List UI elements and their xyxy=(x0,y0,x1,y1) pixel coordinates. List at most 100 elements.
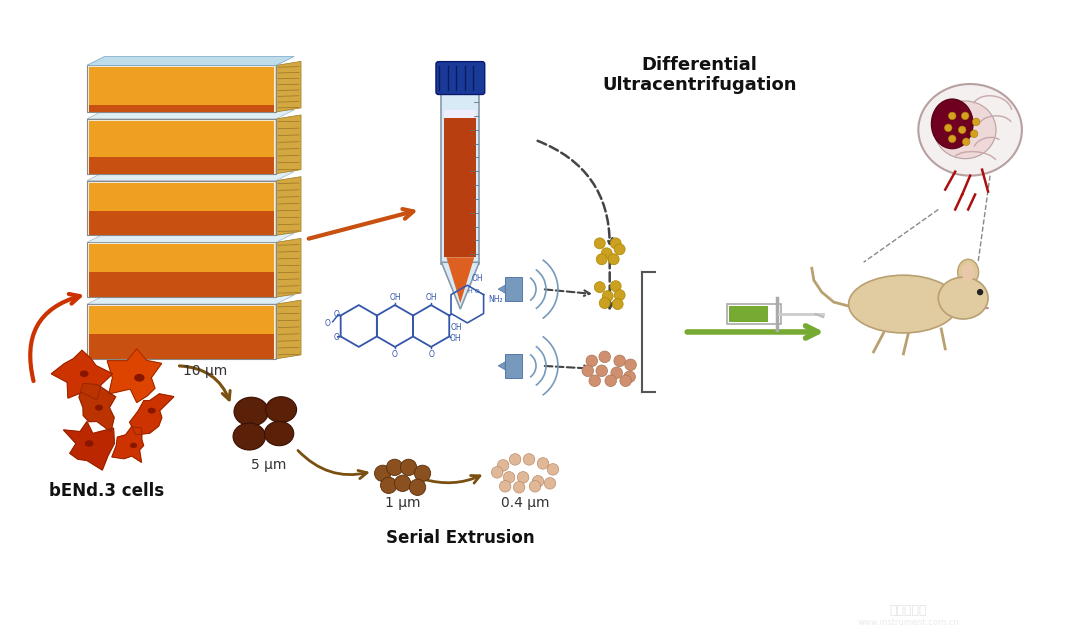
Circle shape xyxy=(409,479,426,495)
Bar xyxy=(727,304,782,324)
Circle shape xyxy=(612,299,623,310)
Circle shape xyxy=(615,290,625,301)
Polygon shape xyxy=(64,422,114,470)
Circle shape xyxy=(608,254,619,265)
Text: 1 μm: 1 μm xyxy=(384,497,420,510)
Circle shape xyxy=(962,138,970,146)
Polygon shape xyxy=(276,176,301,235)
Circle shape xyxy=(401,459,417,475)
Ellipse shape xyxy=(234,397,269,426)
Ellipse shape xyxy=(918,84,1022,176)
Polygon shape xyxy=(87,233,294,242)
Circle shape xyxy=(499,480,511,492)
Circle shape xyxy=(610,238,621,249)
Circle shape xyxy=(491,466,503,478)
Text: H O: H O xyxy=(468,289,480,294)
Ellipse shape xyxy=(84,440,94,447)
Polygon shape xyxy=(498,362,505,370)
Text: bENd.3 cells: bENd.3 cells xyxy=(50,482,164,500)
Circle shape xyxy=(596,254,607,265)
Polygon shape xyxy=(112,426,144,462)
Polygon shape xyxy=(498,285,505,293)
Ellipse shape xyxy=(265,421,294,446)
Bar xyxy=(729,306,768,322)
Polygon shape xyxy=(87,180,276,235)
Text: O: O xyxy=(334,310,340,319)
Polygon shape xyxy=(89,121,274,157)
Ellipse shape xyxy=(148,408,156,413)
Polygon shape xyxy=(89,334,274,359)
Circle shape xyxy=(958,126,966,133)
Circle shape xyxy=(529,480,541,492)
Ellipse shape xyxy=(134,374,145,382)
Circle shape xyxy=(605,375,617,386)
Polygon shape xyxy=(276,61,301,112)
Polygon shape xyxy=(87,295,294,304)
Circle shape xyxy=(977,289,983,296)
FancyBboxPatch shape xyxy=(436,62,485,95)
Polygon shape xyxy=(89,306,274,334)
Text: 5 μm: 5 μm xyxy=(252,459,287,473)
Polygon shape xyxy=(87,110,294,119)
Polygon shape xyxy=(87,65,276,112)
Circle shape xyxy=(503,471,515,483)
Polygon shape xyxy=(87,57,294,65)
Text: O: O xyxy=(325,319,330,328)
Text: O: O xyxy=(428,350,434,359)
Circle shape xyxy=(544,478,556,489)
Circle shape xyxy=(625,359,636,370)
Bar xyxy=(444,110,476,118)
Polygon shape xyxy=(89,211,274,235)
Bar xyxy=(505,277,522,301)
Circle shape xyxy=(394,475,410,491)
Polygon shape xyxy=(446,258,474,303)
Circle shape xyxy=(948,112,956,120)
Circle shape xyxy=(620,375,632,386)
Circle shape xyxy=(970,130,977,138)
Circle shape xyxy=(589,375,600,386)
Polygon shape xyxy=(89,183,274,211)
Circle shape xyxy=(586,355,597,366)
Circle shape xyxy=(948,135,956,142)
Polygon shape xyxy=(87,57,294,65)
Ellipse shape xyxy=(95,404,103,411)
Polygon shape xyxy=(276,238,301,297)
Circle shape xyxy=(415,465,431,482)
Circle shape xyxy=(510,453,521,465)
Circle shape xyxy=(517,471,529,483)
Text: 0.4 μm: 0.4 μm xyxy=(501,497,550,510)
Circle shape xyxy=(611,367,622,379)
Text: OH: OH xyxy=(472,274,484,283)
Circle shape xyxy=(524,453,535,465)
Circle shape xyxy=(599,298,610,308)
Polygon shape xyxy=(276,115,301,174)
Text: Differential
Ultracentrifugation: Differential Ultracentrifugation xyxy=(602,55,797,95)
Circle shape xyxy=(513,482,525,493)
Text: NH₂: NH₂ xyxy=(488,296,503,305)
Polygon shape xyxy=(87,304,276,359)
Text: OH: OH xyxy=(389,293,401,302)
Circle shape xyxy=(624,371,635,383)
Circle shape xyxy=(537,458,549,469)
Circle shape xyxy=(944,124,951,131)
Ellipse shape xyxy=(934,101,996,158)
Circle shape xyxy=(599,351,610,363)
Ellipse shape xyxy=(80,370,89,377)
Circle shape xyxy=(596,365,608,377)
Ellipse shape xyxy=(233,423,266,450)
Polygon shape xyxy=(89,244,274,272)
Polygon shape xyxy=(87,119,276,174)
Polygon shape xyxy=(87,172,294,180)
Circle shape xyxy=(603,290,613,301)
Polygon shape xyxy=(79,383,116,431)
Polygon shape xyxy=(442,262,480,309)
Circle shape xyxy=(972,118,980,126)
Polygon shape xyxy=(130,394,174,435)
Circle shape xyxy=(387,459,403,475)
Circle shape xyxy=(532,475,544,487)
Circle shape xyxy=(594,281,605,292)
Polygon shape xyxy=(87,242,276,297)
Circle shape xyxy=(613,355,625,366)
Ellipse shape xyxy=(939,277,988,319)
Text: www.instrument.com.cn: www.instrument.com.cn xyxy=(858,618,959,627)
